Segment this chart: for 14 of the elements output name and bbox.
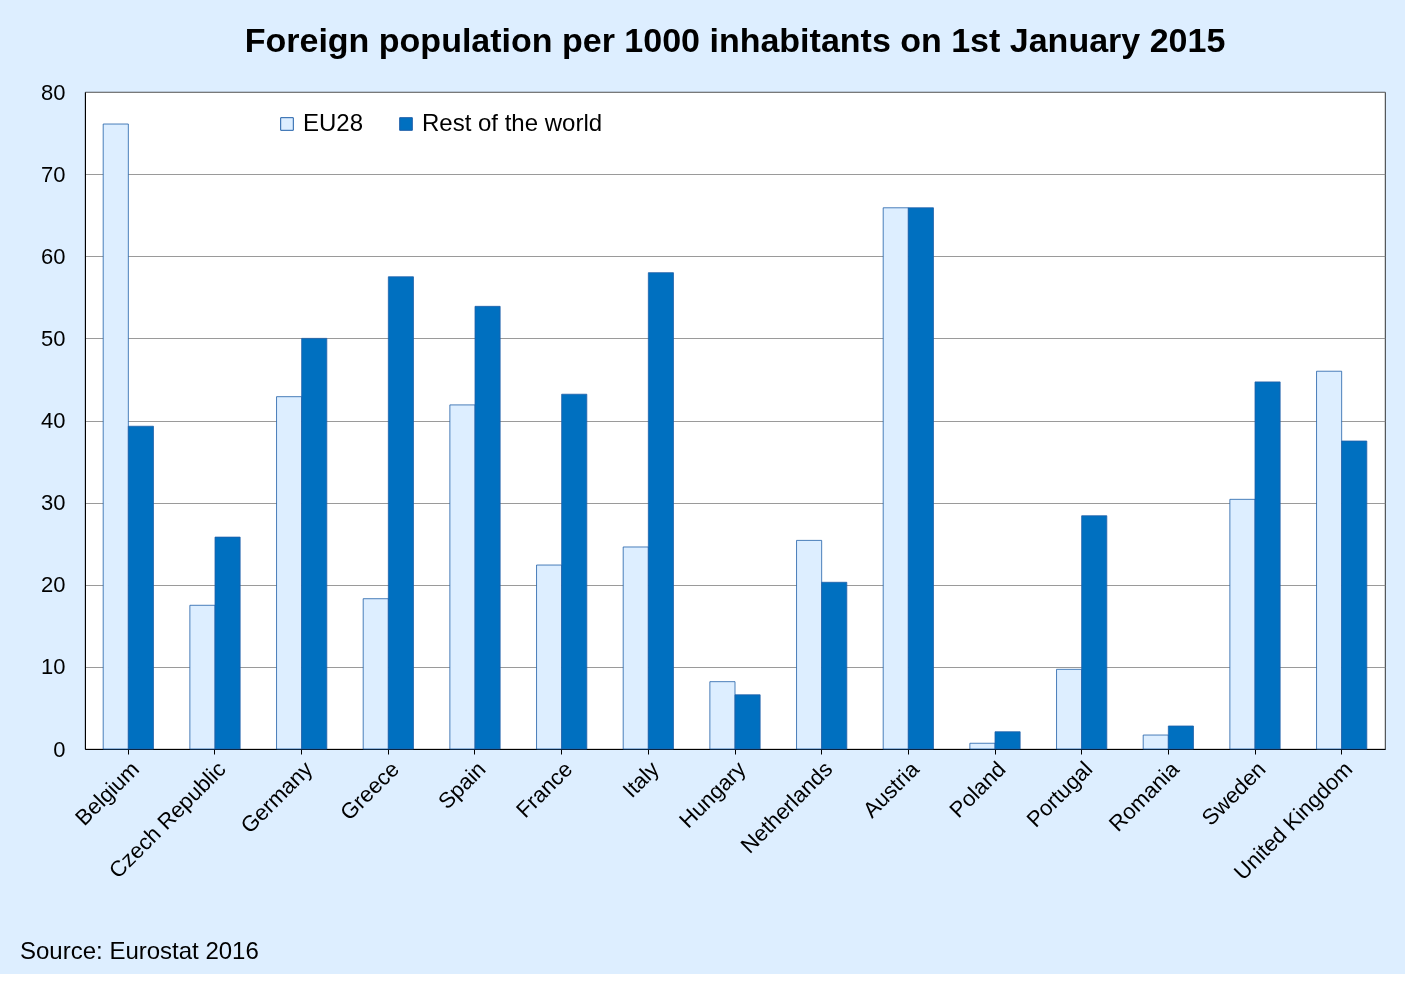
y-tick-label: 70 [41,161,66,187]
y-tick-label: 10 [41,654,66,680]
legend-label: EU28 [303,109,364,136]
source-note: Source: Eurostat 2016 [20,937,259,964]
y-tick-label: 80 [41,79,66,105]
y-tick-label: 40 [41,408,66,433]
y-tick-label: 30 [41,490,66,516]
x-tick-label: Italy [617,756,664,803]
y-tick-label: 0 [53,736,66,762]
y-tick-label: 60 [41,243,66,269]
legend-label: Rest of the world [422,109,603,136]
y-tick-label: 50 [41,325,66,351]
chart-title: Foreign population per 1000 inhabitants on 1st January 2015 [244,21,1226,59]
y-tick-label: 20 [41,572,66,598]
